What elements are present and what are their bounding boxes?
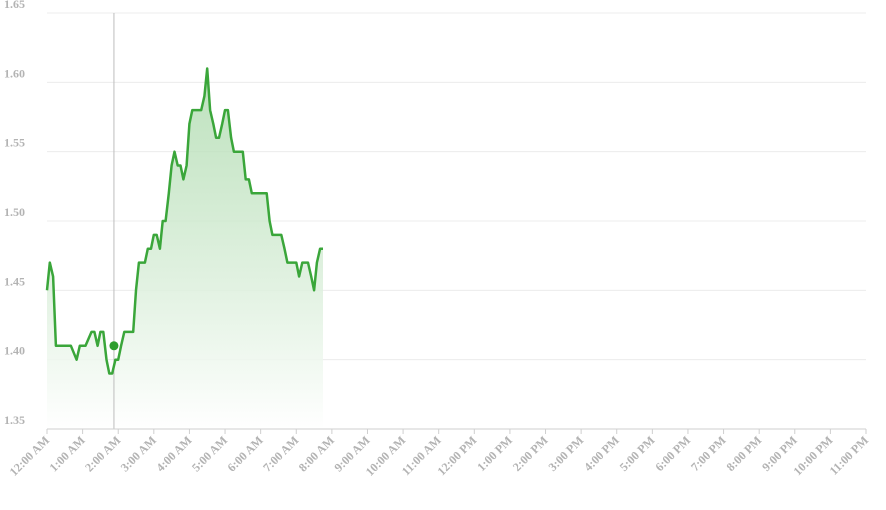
- x-tick-label: 7:00 PM: [688, 433, 729, 474]
- x-tick-label: 4:00 AM: [153, 433, 194, 474]
- x-tick-label: 12:00 PM: [434, 433, 479, 478]
- y-tick-label: 1.55: [4, 136, 25, 150]
- x-tick-label: 12:00 AM: [7, 433, 52, 478]
- x-tick-label: 1:00 PM: [474, 433, 515, 474]
- x-tick-label: 11:00 PM: [827, 433, 872, 478]
- price-area-fill: [47, 68, 323, 429]
- x-axis: 12:00 AM1:00 AM2:00 AM3:00 AM4:00 AM5:00…: [7, 429, 871, 479]
- x-tick-label: 7:00 AM: [260, 433, 301, 474]
- y-tick-label: 1.65: [4, 0, 25, 11]
- y-tick-label: 1.35: [4, 413, 25, 427]
- y-tick-label: 1.50: [4, 205, 25, 219]
- x-tick-label: 3:00 AM: [118, 433, 159, 474]
- x-tick-label: 5:00 AM: [189, 433, 230, 474]
- x-tick-label: 10:00 PM: [791, 433, 836, 478]
- price-line: [45, 67, 323, 375]
- x-tick-label: 6:00 PM: [652, 433, 693, 474]
- hover-marker[interactable]: [109, 341, 119, 351]
- x-tick-label: 6:00 AM: [225, 433, 266, 474]
- y-tick-label: 1.60: [4, 66, 25, 80]
- y-tick-label: 1.45: [4, 274, 25, 288]
- x-tick-label: 4:00 PM: [581, 433, 622, 474]
- x-tick-label: 2:00 AM: [82, 433, 123, 474]
- y-tick-label: 1.40: [4, 344, 25, 358]
- x-tick-label: 8:00 PM: [724, 433, 765, 474]
- x-tick-label: 5:00 PM: [617, 433, 658, 474]
- y-axis: 1.35 1.40 1.45 1.50 1.55 1.60 1.65: [4, 0, 25, 427]
- x-tick-label: 3:00 PM: [545, 433, 586, 474]
- x-tick-label: 1:00 AM: [46, 433, 87, 474]
- x-tick-label: 2:00 PM: [510, 433, 551, 474]
- x-tick-label: 8:00 AM: [296, 433, 337, 474]
